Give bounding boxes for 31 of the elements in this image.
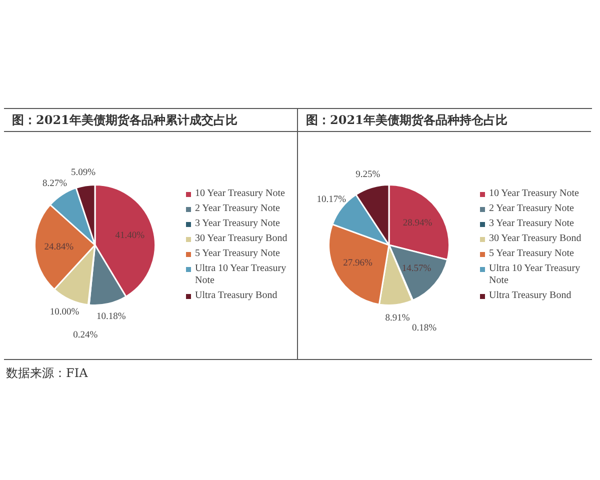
data-label: 10.18% xyxy=(96,312,126,322)
legend-label: 30 Year Treasury Bond xyxy=(195,233,288,245)
legend-label: 30 Year Treasury Bond xyxy=(489,233,582,245)
legend-label: 5 Year Treasury Note xyxy=(489,248,574,260)
legend-label: 5 Year Treasury Note xyxy=(195,248,280,260)
chart-title: 图：2021年美债期货各品种累计成交占比 xyxy=(4,109,297,132)
legend-label: 2 Year Treasury Note xyxy=(195,203,280,215)
legend-label: 10 Year Treasury Note xyxy=(195,188,285,200)
chart-title: 图：2021年美债期货各品种持仓占比 xyxy=(298,109,591,132)
data-label: 28.94% xyxy=(402,218,432,228)
legend-label: 3 Year Treasury Note xyxy=(195,218,280,230)
legend-label: Ultra 10 Year Treasury Note xyxy=(489,263,582,287)
legend-label: 10 Year Treasury Note xyxy=(489,188,579,200)
data-label: 41.40% xyxy=(115,230,145,241)
data-label: 8.27% xyxy=(42,178,68,189)
data-label: 14.57% xyxy=(402,264,432,274)
legend-label: Ultra 10 Year Treasury Note xyxy=(195,263,288,287)
data-label: 9.25% xyxy=(356,170,380,180)
data-label: 0.24% xyxy=(73,330,98,340)
legend-label: 3 Year Treasury Note xyxy=(489,218,574,230)
legend-label: Ultra Treasury Bond xyxy=(195,290,278,302)
legend-label: Ultra Treasury Bond xyxy=(489,290,572,302)
data-label: 10.17% xyxy=(316,194,346,205)
data-label: 0.18% xyxy=(412,324,437,334)
data-label: 27.96% xyxy=(343,258,373,269)
data-label: 24.84% xyxy=(44,242,74,252)
data-label: 10.00% xyxy=(50,307,80,318)
data-label: 8.91% xyxy=(385,314,410,324)
source-note: 数据来源：FIA xyxy=(6,365,88,382)
legend-label: 2 Year Treasury Note xyxy=(489,203,574,215)
data-label: 5.09% xyxy=(71,168,96,178)
